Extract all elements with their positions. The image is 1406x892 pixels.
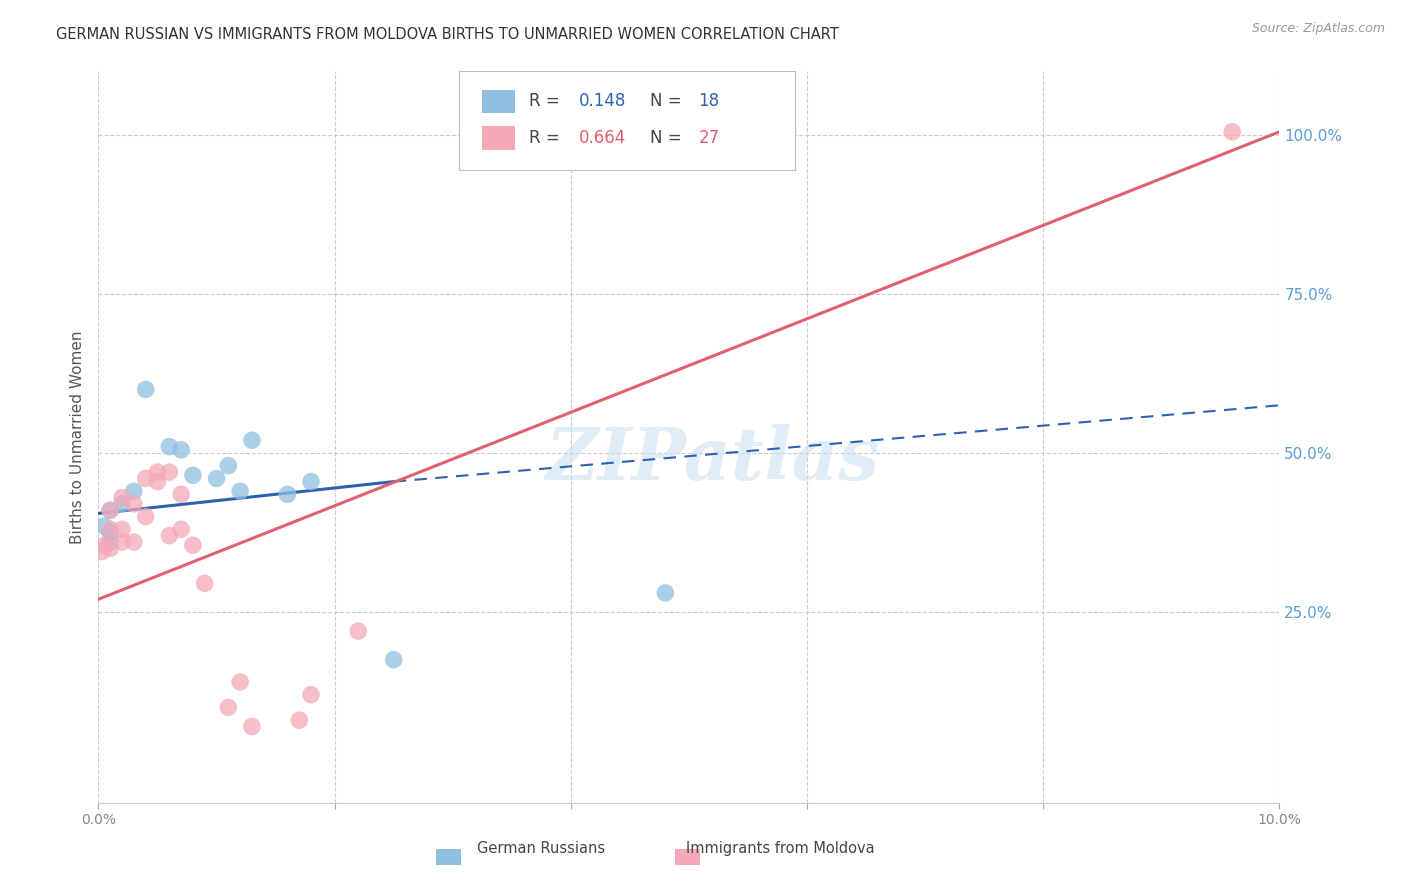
Point	[111, 535, 134, 549]
Point	[122, 497, 145, 511]
Point	[98, 525, 121, 540]
Text: Source: ZipAtlas.com: Source: ZipAtlas.com	[1251, 22, 1385, 36]
Point	[135, 509, 157, 524]
Point	[146, 465, 169, 479]
Point	[170, 487, 193, 501]
Point	[93, 519, 115, 533]
Point	[111, 491, 134, 505]
Text: 0.148: 0.148	[579, 93, 627, 111]
Text: 27: 27	[699, 129, 720, 147]
FancyBboxPatch shape	[458, 71, 796, 170]
Point	[217, 458, 239, 473]
Point	[135, 383, 157, 397]
Point	[1220, 125, 1243, 139]
Text: GERMAN RUSSIAN VS IMMIGRANTS FROM MOLDOVA BIRTHS TO UNMARRIED WOMEN CORRELATION : GERMAN RUSSIAN VS IMMIGRANTS FROM MOLDOV…	[56, 27, 839, 42]
Point	[157, 465, 180, 479]
Point	[170, 522, 193, 536]
Point	[299, 475, 322, 489]
Point	[122, 484, 145, 499]
Point	[98, 522, 121, 536]
Point	[229, 484, 252, 499]
Point	[146, 475, 169, 489]
Point	[157, 440, 180, 454]
Point	[181, 538, 204, 552]
Text: 0.664: 0.664	[579, 129, 626, 147]
Point	[194, 576, 217, 591]
Point	[98, 503, 121, 517]
Point	[170, 442, 193, 457]
Point	[288, 713, 311, 727]
Point	[91, 544, 114, 558]
Point	[654, 586, 676, 600]
Point	[181, 468, 204, 483]
Point	[217, 700, 239, 714]
Y-axis label: Births to Unmarried Women: Births to Unmarried Women	[69, 330, 84, 544]
Point	[98, 503, 121, 517]
Point	[299, 688, 322, 702]
Point	[276, 487, 298, 501]
Point	[347, 624, 370, 638]
Point	[240, 434, 263, 448]
Text: 18: 18	[699, 93, 720, 111]
Bar	[482, 89, 516, 113]
Text: ZIPatlas: ZIPatlas	[546, 424, 880, 494]
Text: N =: N =	[650, 93, 688, 111]
Point	[111, 497, 134, 511]
Point	[157, 529, 180, 543]
Point	[205, 471, 228, 485]
Point	[240, 719, 263, 733]
Point	[111, 522, 134, 536]
Point	[382, 653, 405, 667]
Point	[122, 535, 145, 549]
Text: Immigrants from Moldova: Immigrants from Moldova	[686, 841, 875, 856]
Text: N =: N =	[650, 129, 688, 147]
Bar	[675, 849, 700, 865]
Point	[98, 535, 121, 549]
Point	[135, 471, 157, 485]
Text: German Russians: German Russians	[477, 841, 606, 856]
Point	[229, 675, 252, 690]
Text: R =: R =	[530, 129, 565, 147]
Point	[93, 538, 115, 552]
Bar	[436, 849, 461, 865]
Text: R =: R =	[530, 93, 565, 111]
Point	[98, 541, 121, 556]
Bar	[482, 127, 516, 150]
